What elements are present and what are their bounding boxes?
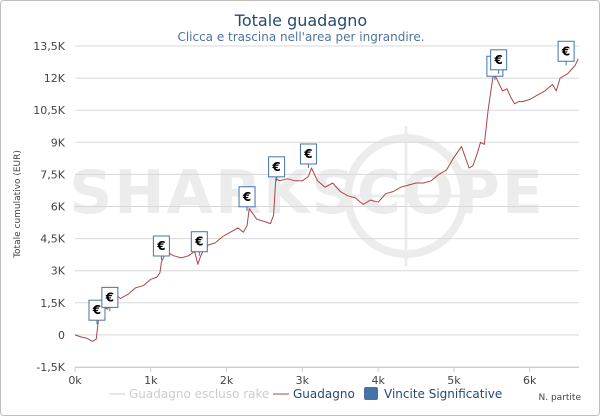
euro-icon: €	[271, 160, 280, 174]
euro-icon: €	[242, 190, 251, 204]
x-tick-label: 6k	[523, 374, 537, 387]
flag-box	[101, 286, 119, 308]
y-tick-label: 12K	[44, 72, 66, 85]
legend-label: Guadagno	[293, 387, 355, 401]
significant-win-flag[interactable]: €	[190, 231, 208, 256]
flag-box	[190, 231, 208, 253]
grid	[75, 45, 579, 368]
legend-item[interactable]: Guadagno	[273, 387, 355, 401]
euro-icon: €	[105, 290, 114, 304]
watermark: SHARKSCOPE	[69, 158, 545, 228]
x-axis: 0k 1k 2k 3k 4k 5k 6k	[68, 367, 579, 387]
flag-box	[299, 143, 317, 165]
chart-title: Totale guadagno	[234, 11, 367, 30]
euro-icon: €	[194, 235, 203, 249]
significant-win-flag[interactable]: €	[490, 49, 508, 74]
flags-layer[interactable]: €€€€€€€€€€	[88, 40, 575, 325]
y-tick-label: -1,5K	[36, 361, 65, 374]
x-tick-label: 1k	[144, 374, 158, 387]
x-tick-label: 4k	[371, 374, 385, 387]
euro-icon: €	[303, 147, 312, 161]
flag-box	[490, 49, 508, 71]
flag-box	[238, 186, 256, 208]
significant-win-flag[interactable]: €	[268, 156, 286, 181]
euro-icon: €	[156, 239, 165, 253]
significant-win-flag[interactable]: €	[238, 186, 256, 211]
euro-icon: €	[493, 53, 502, 67]
y-tick-label: 1,5K	[40, 297, 65, 310]
series-layer	[74, 58, 579, 342]
significant-win-flag[interactable]: €	[88, 299, 106, 325]
y-tick-label: 13,5K	[33, 40, 65, 53]
x-tick-label: 3k	[296, 374, 310, 387]
y-tick-label: 0	[58, 329, 65, 342]
chart-subtitle: Clicca e trascina nell'area per ingrandi…	[177, 30, 424, 44]
legend[interactable]: Guadagno escluso rake Guadagno Vincite Sig…	[109, 387, 502, 401]
euro-icon: €	[561, 44, 570, 58]
series-line-guadagno	[74, 58, 579, 342]
flag-box	[152, 235, 170, 257]
significant-win-flag[interactable]: €	[299, 143, 317, 168]
legend-box-symbol	[364, 387, 378, 400]
legend-item[interactable]: Guadagno escluso rake	[109, 387, 269, 401]
legend-label: Vincite Significative	[384, 387, 502, 401]
flag-box	[557, 40, 575, 62]
y-axis: -1,5K 0 1,5K 3K 4,5K 6K 7,5K 9K 10,5K 12K 13,5K	[33, 40, 65, 374]
y-tick-label: 3K	[51, 265, 66, 278]
x-axis-title: N. partite	[539, 393, 582, 403]
y-axis-title: Totale cumulativo (EUR)	[13, 150, 23, 259]
watermark-target-icon	[336, 126, 476, 266]
y-tick-label: 9K	[51, 136, 66, 149]
legend-label: Guadagno escluso rake	[129, 387, 269, 401]
y-tick-label: 6K	[51, 201, 66, 214]
flag-box	[88, 299, 106, 321]
y-tick-label: 7,5K	[40, 168, 65, 181]
y-tick-label: 4,5K	[40, 233, 65, 246]
x-tick-label: 2k	[220, 374, 234, 387]
x-tick-label: 5k	[447, 374, 461, 387]
flag-box	[268, 156, 286, 178]
x-tick-label: 0k	[68, 374, 82, 387]
legend-item[interactable]: Vincite Significative	[364, 387, 502, 401]
significant-win-flag[interactable]: €	[101, 286, 119, 312]
y-tick-label: 10,5K	[33, 104, 65, 117]
euro-icon: €	[92, 303, 101, 317]
significant-win-flag[interactable]: €	[557, 40, 575, 66]
significant-win-flag[interactable]: €	[152, 235, 170, 260]
